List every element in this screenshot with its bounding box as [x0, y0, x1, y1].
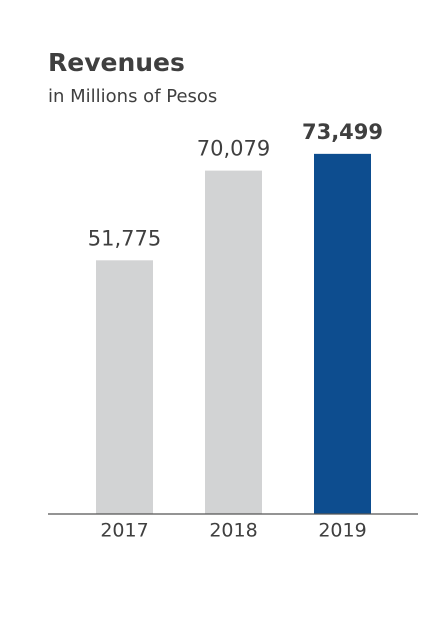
x-tick-label: 2017: [100, 520, 148, 542]
x-tick-label: 2018: [209, 520, 257, 542]
x-tick-label: 2019: [318, 520, 366, 542]
chart-title: Revenues: [48, 48, 185, 77]
bar: [314, 153, 371, 514]
value-label: 73,499: [302, 120, 383, 144]
value-label: 51,775: [88, 226, 161, 250]
bar: [96, 260, 153, 514]
chart-subtitle: in Millions of Pesos: [48, 86, 217, 107]
value-label: 70,079: [197, 137, 270, 161]
bar: [205, 170, 262, 514]
